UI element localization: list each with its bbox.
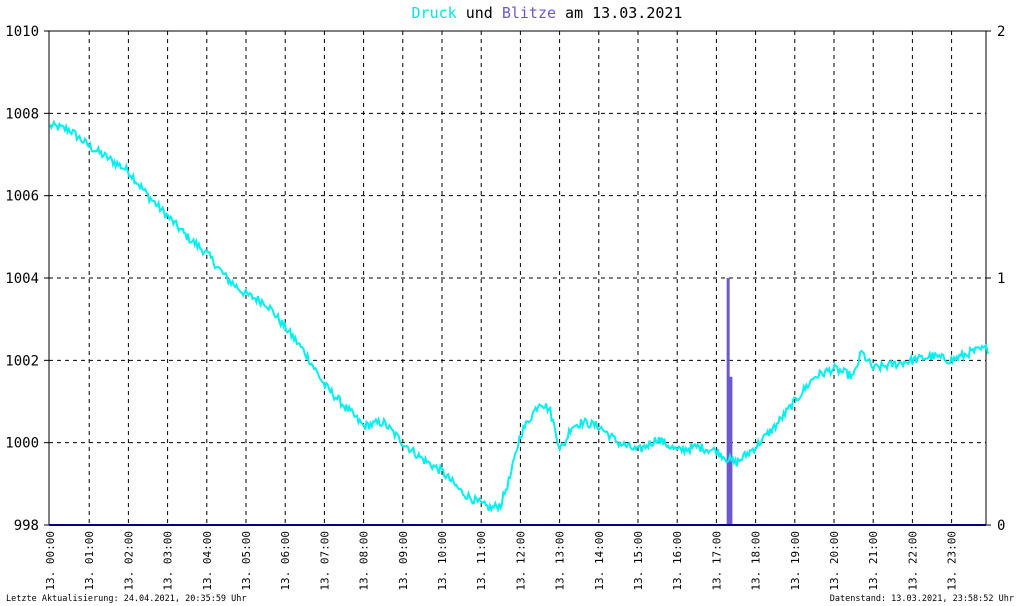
x-tick-label: 13. 05:00 (240, 531, 253, 591)
y-left-tick-label: 1008 (5, 106, 39, 122)
footer-data-status: Datenstand: 13.03.2021, 23:58:52 Uhr (830, 594, 1014, 604)
y-axis-right-labels: 0 1 2 (986, 24, 1005, 534)
x-tick-label: 13. 21:00 (867, 531, 880, 591)
x-tick-label: 13. 07:00 (318, 531, 331, 591)
x-tick-label: 13. 10:00 (436, 531, 449, 591)
x-axis-labels: 13. 00:00 13. 01:00 13. 02:00 13. 03:00 13. … (44, 531, 959, 591)
lightning-bars (726, 278, 733, 525)
x-tick-label: 13. 22:00 (906, 531, 919, 591)
footer-last-update: Letzte Aktualisierung: 24.04.2021, 20:35… (6, 594, 247, 604)
y-left-tick-label: 998 (14, 518, 39, 534)
y-left-tick-label: 1006 (5, 189, 39, 205)
y-left-tick-label: 1004 (5, 271, 39, 287)
x-tick-label: 13. 23:00 (946, 531, 959, 591)
x-tick-label: 13. 16:00 (671, 531, 684, 591)
x-tick-label: 13. 03:00 (162, 531, 175, 591)
chart-title: Druck und Blitze am 13.03.2021 (412, 4, 683, 22)
x-tick-label: 13. 18:00 (750, 531, 763, 591)
y-left-tick-label: 1000 (5, 436, 39, 452)
x-tick-label: 13. 06:00 (279, 531, 292, 591)
y-right-tick-label: 0 (997, 518, 1005, 534)
y-axis-left-labels: 998 1000 1002 1004 1006 1008 1010 (5, 24, 49, 534)
pressure-line (49, 119, 989, 514)
y-left-tick-label: 1002 (5, 353, 39, 369)
x-tick-label: 13. 04:00 (201, 531, 214, 591)
title-part-3: am 13.03.2021 (556, 4, 682, 22)
x-tick-label: 13. 17:00 (710, 531, 723, 591)
x-tick-label: 13. 20:00 (828, 531, 841, 591)
title-part-1: und (457, 4, 502, 22)
x-tick-label: 13. 00:00 (44, 531, 57, 591)
x-tick-label: 13. 11:00 (475, 531, 488, 591)
y-right-tick-label: 1 (997, 271, 1005, 287)
x-tick-label: 13. 15:00 (632, 531, 645, 591)
x-tick-label: 13. 19:00 (789, 531, 802, 591)
grid-lines (48, 30, 987, 526)
x-tick-label: 13. 14:00 (593, 531, 606, 591)
x-tick-label: 13. 08:00 (358, 531, 371, 591)
x-tick-label: 13. 02:00 (122, 531, 135, 591)
title-part-0: Druck (412, 4, 457, 22)
y-right-tick-label: 2 (997, 24, 1005, 40)
y-left-tick-label: 1010 (5, 24, 39, 40)
x-tick-label: 13. 01:00 (83, 531, 96, 591)
x-tick-label: 13. 09:00 (397, 531, 410, 591)
title-part-2: Blitze (502, 4, 556, 22)
x-tick-label: 13. 13:00 (554, 531, 567, 591)
x-tick-label: 13. 12:00 (514, 531, 527, 591)
